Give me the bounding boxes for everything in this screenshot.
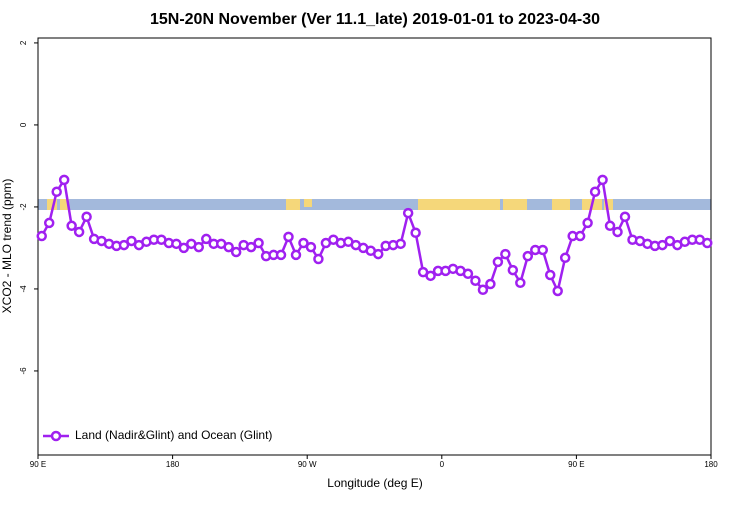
data-point xyxy=(507,264,519,276)
data-point xyxy=(171,238,182,250)
data-point xyxy=(36,230,47,242)
y-axis-label: XCO2 - MLO trend (ppm) xyxy=(0,179,14,314)
y-tick-label: -4 xyxy=(19,285,28,293)
x-tick-label: 180 xyxy=(166,460,180,469)
x-tick-label: 180 xyxy=(704,460,718,469)
data-point xyxy=(492,256,504,268)
data-point xyxy=(402,207,414,219)
x-tick-label: 90 W xyxy=(298,460,317,469)
legend-label: Land (Nadir&Glint) and Ocean (Glint) xyxy=(75,428,272,442)
data-point xyxy=(544,269,556,281)
data-point xyxy=(500,248,511,260)
x-tick-label: 90 E xyxy=(30,460,46,469)
data-point xyxy=(43,217,55,229)
data-point xyxy=(425,270,436,282)
data-point xyxy=(515,277,526,289)
data-point xyxy=(470,275,481,286)
data-point xyxy=(275,249,287,261)
chart-title: 15N-20N November (Ver 11.1_late) 2019-01… xyxy=(150,11,600,28)
data-point xyxy=(253,237,264,249)
data-point xyxy=(574,230,586,242)
data-point xyxy=(597,174,608,186)
data-point xyxy=(313,253,324,265)
data-point xyxy=(619,211,631,223)
data-point xyxy=(664,235,676,247)
data-point xyxy=(552,285,563,297)
data-point xyxy=(485,278,496,290)
legend-marker xyxy=(50,430,62,442)
data-point xyxy=(612,226,623,238)
data-point xyxy=(522,250,534,262)
data-point xyxy=(395,238,406,250)
data-point xyxy=(305,241,317,253)
data-point xyxy=(230,246,242,258)
data-point xyxy=(290,249,302,261)
map-strip xyxy=(38,199,711,210)
data-point xyxy=(245,241,257,253)
data-point xyxy=(178,242,190,254)
data-point xyxy=(126,235,137,247)
data-point xyxy=(657,239,668,251)
data-point xyxy=(372,248,384,260)
data-point xyxy=(477,284,489,296)
y-tick-label: 0 xyxy=(19,122,28,127)
y-tick-label: 2 xyxy=(19,40,28,45)
data-point xyxy=(298,237,309,249)
data-point xyxy=(702,237,713,249)
data-point xyxy=(51,186,62,198)
data-point xyxy=(604,220,616,232)
data-point xyxy=(559,252,571,264)
data-point xyxy=(66,220,77,232)
data-point xyxy=(462,268,474,280)
series-line xyxy=(40,176,708,295)
data-point xyxy=(58,174,70,186)
data-point xyxy=(283,231,294,243)
y-tick-label: -2 xyxy=(19,203,28,211)
x-tick-label: 90 E xyxy=(568,460,584,469)
data-point xyxy=(81,211,92,223)
data-point xyxy=(73,226,85,238)
data-point xyxy=(537,244,548,256)
y-tick-label: -6 xyxy=(19,367,28,375)
data-point xyxy=(118,239,130,251)
data-point xyxy=(589,186,601,198)
data-point xyxy=(223,241,234,253)
data-point xyxy=(193,241,205,253)
x-tick-label: 0 xyxy=(440,460,445,469)
data-point xyxy=(410,227,421,239)
data-point xyxy=(201,233,212,245)
data-point xyxy=(582,217,593,229)
x-axis-label: Longitude (deg E) xyxy=(327,476,422,490)
